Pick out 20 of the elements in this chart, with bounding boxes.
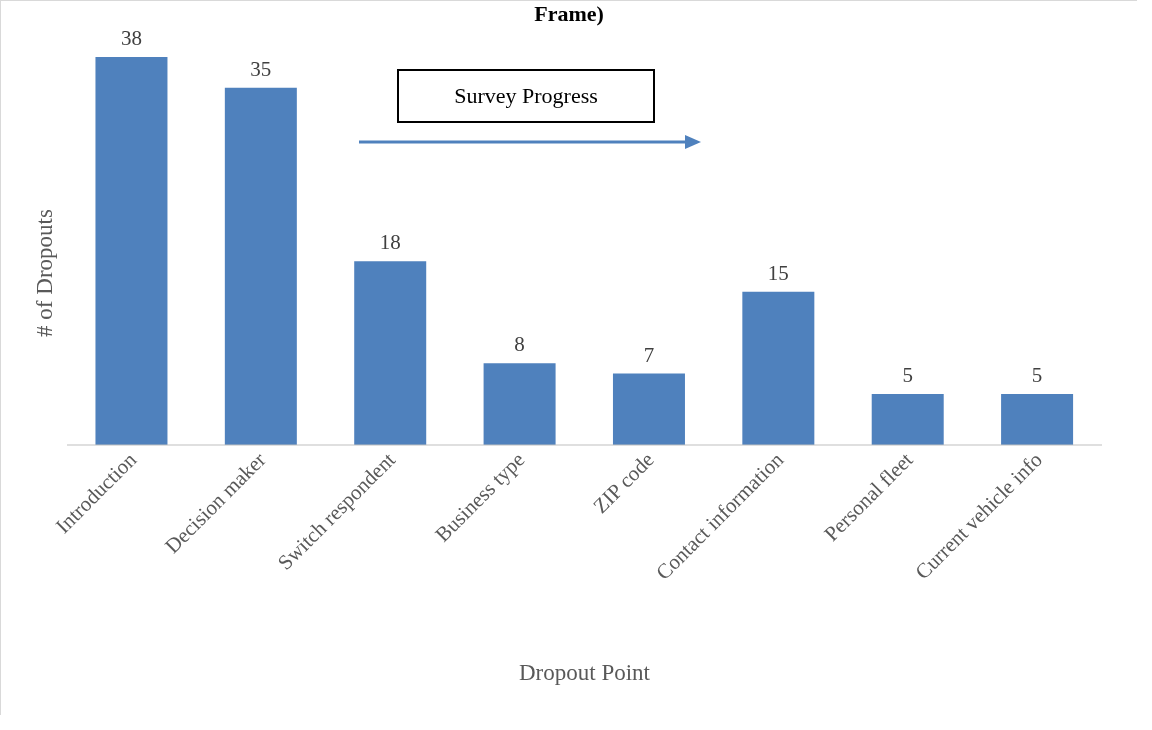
x-tick-label: ZIP code	[588, 447, 659, 519]
bar	[354, 261, 427, 445]
data-label: 35	[250, 56, 272, 81]
data-label: 38	[120, 26, 142, 50]
x-axis-title: Dropout Point	[519, 660, 651, 685]
bar	[95, 57, 168, 445]
data-label: 18	[379, 230, 401, 255]
bar	[224, 87, 297, 445]
bar	[483, 363, 556, 445]
chart-title: Frame)	[533, 1, 605, 27]
y-axis-title: # of Dropouts	[32, 209, 58, 337]
bar	[612, 373, 685, 445]
data-label: 7	[643, 342, 655, 367]
bar	[1001, 393, 1074, 445]
data-label: 8	[514, 332, 525, 357]
data-label: 15	[767, 260, 789, 285]
data-label: 5	[902, 362, 913, 387]
data-label: 5	[1031, 362, 1043, 387]
bar	[871, 393, 944, 445]
bar	[742, 291, 815, 445]
